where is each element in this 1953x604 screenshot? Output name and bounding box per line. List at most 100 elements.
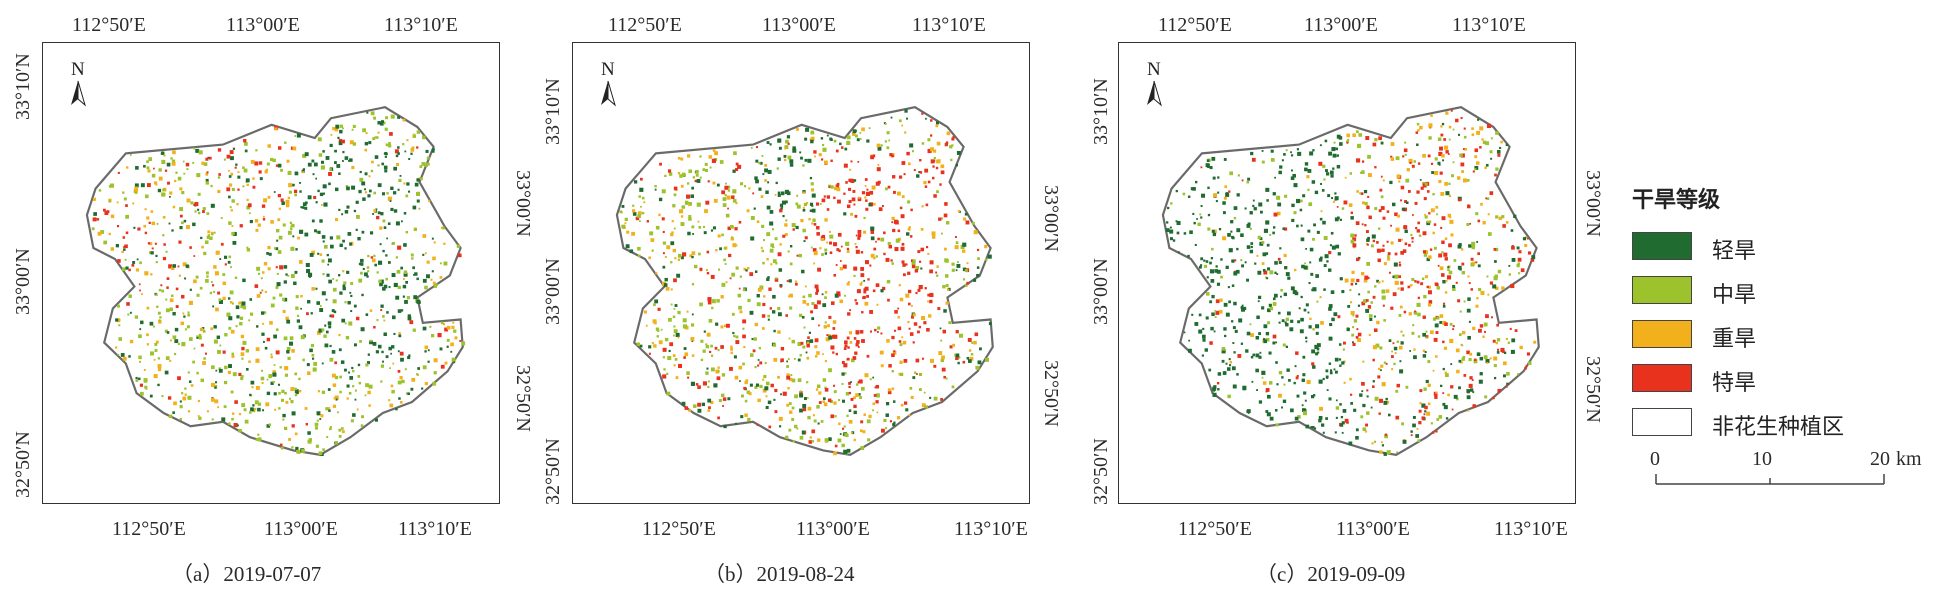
drought-pixel (96, 218, 100, 221)
drought-pixel (325, 156, 330, 160)
drought-pixel (1275, 409, 1278, 412)
drought-pixel (799, 393, 804, 398)
drought-pixel (702, 381, 707, 386)
drought-pixel (1466, 308, 1471, 313)
drought-pixel (1258, 355, 1262, 359)
drought-pixel (332, 287, 337, 292)
drought-pixel (166, 162, 171, 167)
drought-pixel (358, 189, 362, 194)
drought-pixel (1462, 178, 1467, 183)
drought-pixel (228, 221, 232, 225)
drought-pixel (786, 135, 791, 139)
drought-pixel (1472, 326, 1476, 331)
drought-pixel (171, 266, 175, 270)
drought-pixel (1518, 272, 1521, 275)
drought-pixel (179, 214, 183, 218)
drought-pixel (1430, 162, 1434, 165)
drought-pixel (157, 364, 162, 369)
drought-pixel (1456, 397, 1459, 401)
drought-pixel (1403, 310, 1407, 314)
drought-pixel (894, 247, 899, 252)
drought-pixel (361, 293, 364, 297)
drought-pixel (775, 277, 778, 280)
drought-pixel (969, 356, 974, 361)
drought-pixel (707, 180, 710, 183)
drought-pixel (431, 237, 434, 240)
drought-pixel (364, 172, 368, 176)
drought-pixel (1263, 270, 1268, 275)
drought-pixel (695, 173, 699, 177)
drought-pixel (784, 223, 788, 227)
drought-pixel (179, 405, 183, 409)
drought-pixel (371, 160, 374, 164)
drought-pixel (846, 357, 850, 361)
drought-pixel (666, 245, 671, 250)
drought-pixel (791, 406, 795, 410)
drought-pixel (1444, 322, 1448, 326)
drought-pixel (163, 243, 166, 246)
drought-pixel (1427, 154, 1431, 158)
drought-pixel (162, 215, 166, 219)
drought-pixel (116, 318, 121, 323)
drought-pixel (893, 219, 899, 224)
drought-pixel (374, 155, 379, 159)
drought-pixel (300, 335, 305, 340)
drought-pixel (809, 138, 812, 141)
drought-pixel (878, 207, 883, 212)
legend-swatch (1632, 276, 1692, 304)
drought-pixel (1410, 284, 1413, 287)
drought-pixel (873, 394, 877, 397)
drought-pixel (1340, 423, 1344, 427)
drought-pixel (891, 221, 894, 224)
drought-pixel (1204, 348, 1208, 352)
drought-pixel (339, 243, 343, 248)
drought-pixel (847, 346, 850, 349)
drought-pixel (1229, 361, 1233, 364)
drought-pixel (1224, 334, 1227, 338)
drought-pixel (859, 396, 862, 399)
drought-pixel (788, 279, 792, 283)
drought-pixel (769, 210, 774, 214)
drought-pixel (1249, 211, 1253, 215)
drought-pixel (795, 280, 798, 283)
drought-pixel (373, 209, 377, 213)
drought-pixel (1419, 179, 1422, 181)
drought-pixel (803, 397, 807, 401)
drought-pixel (1278, 321, 1281, 324)
drought-pixel (799, 408, 803, 413)
drought-pixel (670, 261, 673, 264)
drought-pixel (1225, 362, 1228, 365)
drought-pixel (1361, 301, 1366, 306)
drought-pixel (823, 160, 828, 165)
drought-pixel (274, 408, 277, 411)
drought-pixel (1312, 365, 1316, 369)
drought-pixel (936, 274, 939, 277)
drought-pixel (252, 177, 255, 180)
drought-pixel (698, 226, 702, 229)
drought-pixel (809, 202, 814, 206)
drought-pixel (360, 424, 364, 428)
drought-pixel (1400, 281, 1404, 285)
drought-pixel (1497, 388, 1502, 393)
drought-pixel (1318, 415, 1323, 420)
drought-pixel (913, 322, 918, 326)
drought-pixel (115, 244, 119, 248)
drought-pixel (215, 381, 218, 384)
drought-pixel (821, 237, 825, 241)
drought-pixel (955, 356, 959, 360)
drought-pixel (813, 419, 817, 423)
drought-pixel (1303, 265, 1308, 270)
drought-pixel (1411, 237, 1414, 240)
drought-pixel (1309, 317, 1312, 321)
drought-pixel (382, 121, 386, 125)
drought-pixel (838, 249, 841, 253)
drought-pixel (1433, 337, 1438, 342)
drought-pixel (372, 137, 376, 141)
drought-pixel (1341, 421, 1345, 425)
drought-pixel (1442, 367, 1445, 371)
drought-pixel (836, 187, 841, 192)
drought-pixel (1395, 389, 1399, 393)
drought-pixel (832, 336, 835, 339)
drought-pixel (941, 355, 945, 360)
drought-pixel (1177, 251, 1180, 254)
